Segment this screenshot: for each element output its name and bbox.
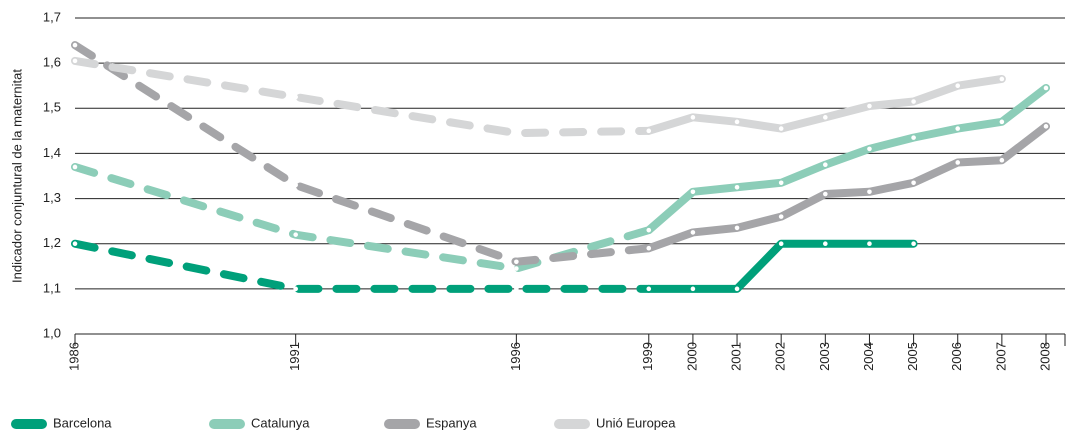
legend-item: Espanya [384, 415, 477, 430]
point [867, 103, 872, 109]
y-tick-label: 1,4 [43, 145, 61, 160]
legend-label: Espanya [426, 415, 477, 430]
point [690, 115, 696, 120]
point [999, 76, 1005, 82]
point [72, 164, 78, 170]
x-tick-label: 1999 [640, 342, 655, 371]
legend-item: Barcelona [11, 415, 112, 430]
point [955, 83, 961, 89]
legend-label: Catalunya [251, 415, 310, 430]
series-dots [72, 42, 1049, 292]
y-axis-label: Indicador conjuntural de la maternitat [9, 69, 24, 283]
legend-label: Barcelona [53, 415, 112, 430]
x-tick-label: 2003 [817, 342, 832, 371]
series-lines [71, 41, 1050, 293]
x-tick-label: 2008 [1037, 342, 1052, 371]
point [778, 241, 784, 247]
point [646, 245, 652, 251]
point [293, 182, 298, 188]
x-tick-label: 1996 [508, 342, 523, 371]
point [646, 286, 652, 292]
dashed-line [71, 239, 653, 293]
point [690, 189, 696, 195]
point [778, 126, 784, 131]
point [514, 286, 519, 292]
dashed-line [71, 56, 653, 138]
y-tick-label: 1,6 [43, 55, 61, 70]
solid-line [644, 239, 918, 293]
point [867, 241, 872, 247]
solid-line [644, 122, 1050, 253]
y-tick-label: 1,5 [43, 100, 61, 115]
solid-line [644, 83, 1050, 235]
point [646, 128, 652, 134]
solid-line [644, 74, 1006, 135]
point [999, 157, 1005, 163]
point [690, 286, 696, 292]
point [514, 266, 519, 271]
x-tick-label: 2004 [861, 342, 876, 371]
point [778, 214, 784, 219]
point [514, 259, 519, 265]
legend-label: Unió Europea [596, 415, 676, 430]
point [823, 115, 828, 120]
x-tick-label: 1991 [287, 342, 302, 371]
x-tick-label: 2007 [993, 342, 1008, 371]
point [955, 160, 961, 165]
point [911, 99, 916, 104]
y-tick-label: 1,7 [43, 9, 61, 24]
point [734, 225, 740, 231]
point [911, 241, 916, 247]
legend-item: Catalunya [209, 415, 310, 430]
point [72, 58, 78, 64]
x-tick-label: 2005 [905, 342, 920, 371]
point [1043, 124, 1049, 129]
point [999, 119, 1005, 125]
x-tick-label: 1986 [66, 342, 81, 371]
point [911, 180, 916, 186]
y-tick-label: 1,3 [43, 190, 61, 205]
x-tick-label: 2002 [773, 342, 788, 371]
point [514, 130, 519, 136]
y-tick-label: 1,2 [43, 235, 61, 250]
point [778, 180, 784, 186]
point [823, 191, 828, 197]
dashed-line [71, 41, 653, 266]
y-tick-label: 1,1 [43, 280, 61, 295]
point [1043, 85, 1049, 91]
point [72, 241, 78, 247]
point [911, 135, 916, 140]
point [72, 42, 78, 48]
point [646, 227, 652, 233]
point [823, 162, 828, 168]
point [823, 241, 828, 247]
y-tick-label: 1,0 [43, 325, 61, 340]
point [293, 94, 298, 100]
point [867, 146, 872, 152]
point [293, 232, 298, 237]
point [734, 184, 740, 190]
point [734, 286, 740, 292]
x-tick-label: 2006 [949, 342, 964, 371]
point [734, 119, 740, 125]
point [690, 230, 696, 235]
point [867, 189, 872, 195]
x-tick-label: 2000 [684, 342, 699, 371]
dashed-line [71, 162, 653, 273]
legend-item: Unió Europea [554, 415, 676, 430]
point [293, 286, 298, 292]
point [955, 126, 961, 131]
x-tick-label: 2001 [728, 342, 743, 371]
